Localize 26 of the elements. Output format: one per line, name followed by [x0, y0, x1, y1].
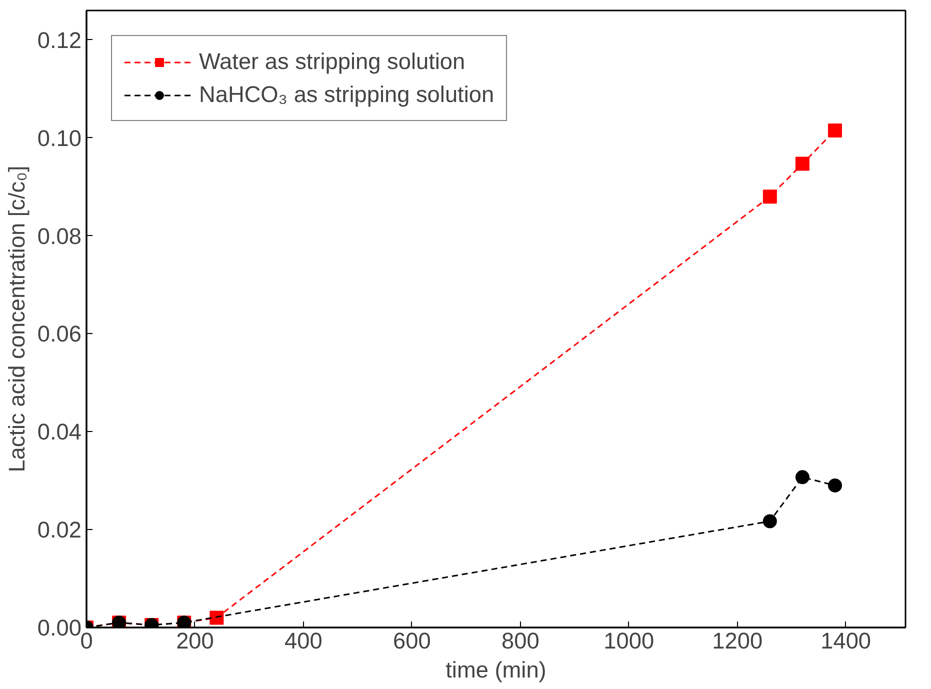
x-tick-label: 1000	[604, 628, 654, 654]
point	[762, 190, 777, 204]
y-tick-label: 0.04	[37, 418, 82, 445]
y-tick-label: 0.08	[37, 222, 82, 249]
point	[828, 123, 842, 138]
x-tick-label: 400	[284, 628, 322, 654]
y-axis-title: Lactic acid concentration [c/c₀]	[3, 166, 30, 472]
y-tick-label: 0.12	[37, 26, 82, 53]
x-tick-label: 0	[80, 628, 93, 654]
legend-label: NaHCO₃ as stripping solution	[199, 81, 494, 108]
y-tick-label: 0.10	[37, 124, 82, 151]
x-tick-label: 200	[176, 628, 214, 654]
x-tick-label: 800	[502, 628, 540, 654]
point	[828, 478, 842, 492]
y-tick-label: 0.02	[37, 516, 82, 543]
point	[210, 610, 224, 625]
point	[795, 470, 810, 484]
legend-label: Water as stripping solution	[199, 48, 466, 75]
point	[762, 514, 777, 528]
x-tick-label: 1200	[712, 628, 763, 654]
x-axis-title: time (min)	[446, 656, 546, 682]
y-tick-label: 0.00	[37, 614, 82, 640]
x-tick-label: 600	[393, 628, 431, 654]
point	[795, 156, 810, 171]
y-tick-label: 0.06	[37, 320, 82, 347]
x-tick-label: 1400	[820, 628, 872, 654]
